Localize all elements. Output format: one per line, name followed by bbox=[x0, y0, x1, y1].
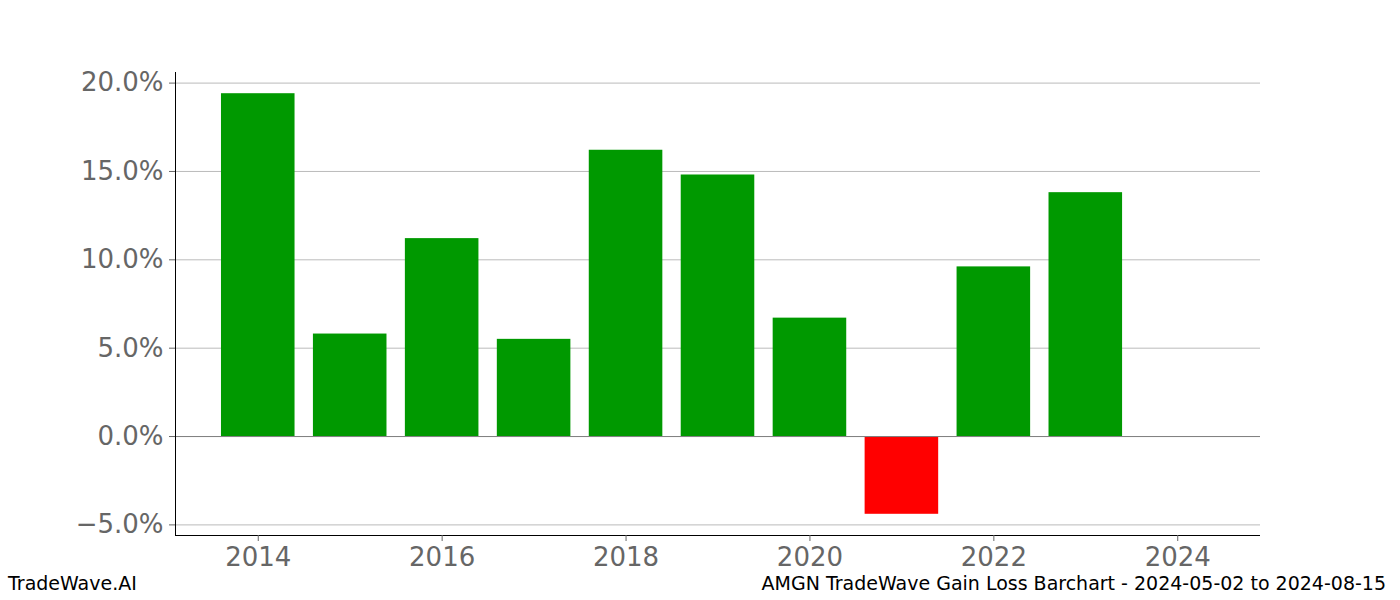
svg-text:2014: 2014 bbox=[225, 542, 291, 570]
html-text:AMGN TradeWave Gain Loss Barch: AMGN TradeWave Gain Loss Barchart - 2024… bbox=[761, 572, 1386, 594]
svg-text:2020: 2020 bbox=[777, 542, 843, 570]
html-text:TradeWave.AI: TradeWave.AI bbox=[8, 572, 137, 594]
svg-text:−5.0%: −5.0% bbox=[76, 509, 164, 539]
svg-text:2024: 2024 bbox=[1145, 542, 1211, 570]
svg-text:2022: 2022 bbox=[961, 542, 1027, 570]
svg-text:2018: 2018 bbox=[593, 542, 659, 570]
svg-text:10.0%: 10.0% bbox=[81, 244, 164, 274]
svg-text:5.0%: 5.0% bbox=[97, 332, 163, 362]
svg-text:2016: 2016 bbox=[409, 542, 475, 570]
svg-text:15.0%: 15.0% bbox=[81, 156, 164, 186]
svg-text:20.0%: 20.0% bbox=[81, 67, 164, 97]
svg-text:0.0%: 0.0% bbox=[97, 421, 163, 451]
